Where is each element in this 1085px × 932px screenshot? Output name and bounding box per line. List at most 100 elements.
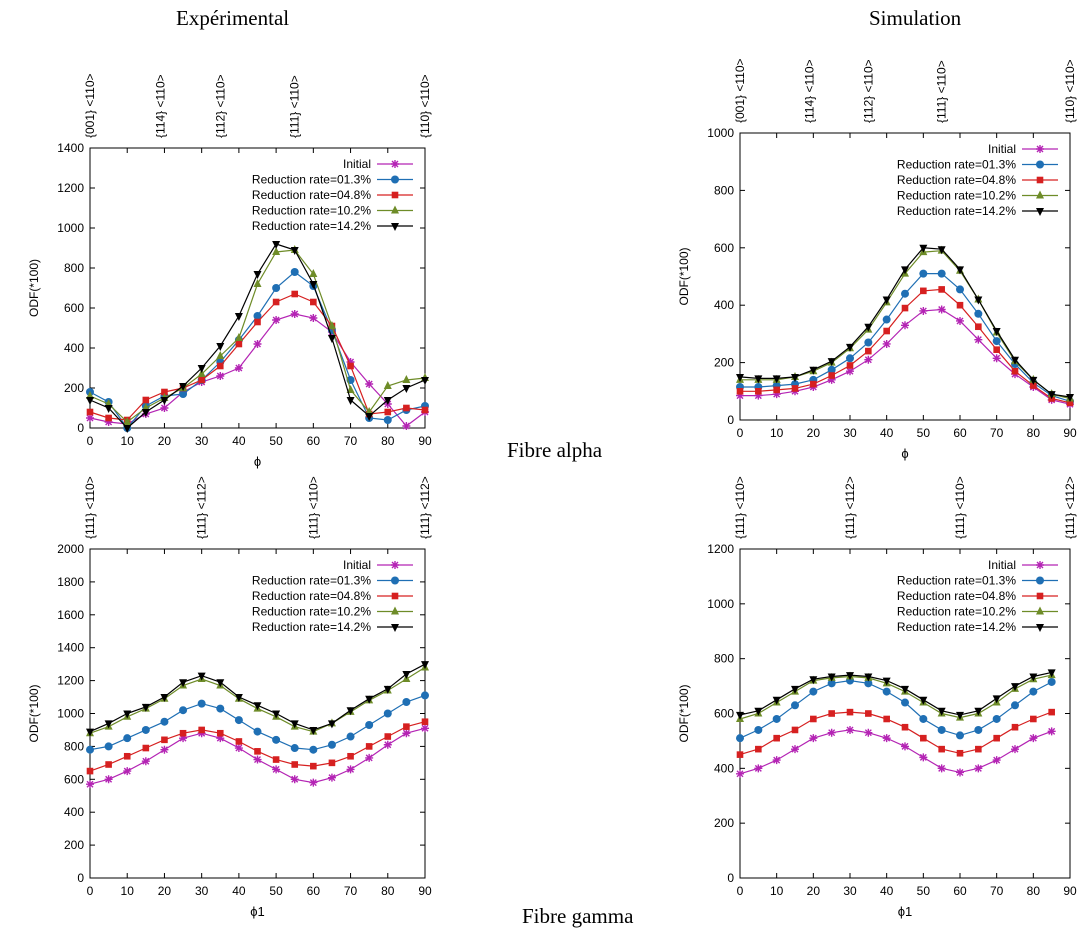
chart-alpha-simulation: 0 10 20 30 40 50 60 70 80 90 0 200 400 600 800 1000 ϕ ODF… [677, 58, 1077, 461]
data-point [993, 346, 1000, 353]
legend-label: Reduction rate=04.8% [252, 188, 371, 202]
series-0 [736, 725, 1056, 778]
data-point [402, 385, 411, 393]
data-point [290, 247, 299, 255]
data-point [253, 312, 262, 320]
series-line [739, 679, 1052, 739]
data-point [86, 780, 94, 789]
y-tick-label: 0 [77, 871, 84, 885]
x-tick-label: 10 [770, 426, 784, 440]
series-4 [736, 669, 1056, 720]
data-point [234, 716, 243, 725]
data-point [956, 731, 964, 740]
data-point [754, 391, 763, 400]
data-point [421, 718, 429, 726]
orientation-label: {111} <112> [418, 476, 432, 539]
data-point [736, 734, 744, 743]
legend-label: Reduction rate=10.2% [252, 605, 371, 619]
legend-label: Reduction rate=01.3% [252, 574, 371, 588]
data-point [402, 697, 411, 706]
y-tick-label: 600 [714, 707, 734, 721]
y-tick-label: 400 [64, 341, 84, 355]
x-tick-label: 90 [418, 434, 432, 448]
series-2 [736, 708, 1055, 758]
legend-marker [391, 606, 399, 615]
data-point [846, 354, 854, 363]
legend-label: Reduction rate=14.2% [897, 204, 1016, 218]
data-point [1029, 673, 1038, 682]
legend-label: Reduction rate=04.8% [897, 173, 1016, 187]
data-point [365, 413, 374, 421]
data-point [901, 742, 909, 751]
series-1 [736, 676, 1056, 743]
data-point [956, 285, 964, 294]
x-tick-label: 0 [737, 426, 744, 440]
x-tick-label: 80 [1027, 426, 1041, 440]
data-point [919, 714, 928, 723]
y-tick-label: 0 [727, 413, 734, 427]
data-point [253, 279, 262, 287]
data-point [309, 778, 318, 787]
data-point [179, 729, 187, 737]
x-tick-label: 20 [807, 426, 821, 440]
data-point [956, 749, 964, 757]
legend-marker [391, 561, 399, 569]
data-point [901, 723, 909, 731]
data-point [86, 414, 94, 422]
y-tick-label: 1000 [707, 597, 734, 611]
data-point [327, 321, 336, 329]
series-0 [86, 724, 429, 789]
data-point [956, 301, 964, 309]
x-tick-label: 20 [807, 884, 821, 898]
data-point [992, 756, 1001, 765]
x-tick-label: 70 [344, 434, 358, 448]
x-axis-label: ϕ1 [898, 904, 913, 919]
data-point [828, 372, 835, 379]
data-point [901, 266, 909, 275]
data-point [809, 366, 818, 375]
legend-label: Reduction rate=01.3% [897, 158, 1016, 172]
data-point [736, 388, 744, 395]
y-tick-label: 1000 [57, 707, 84, 721]
legend-label: Reduction rate=10.2% [897, 189, 1016, 203]
y-axis-label: ODF(*100) [677, 247, 691, 305]
data-point [864, 679, 873, 688]
data-point [882, 677, 891, 686]
data-point [827, 728, 836, 737]
y-tick-label: 1200 [57, 674, 84, 688]
data-point [1029, 687, 1038, 696]
y-tick-label: 1200 [707, 542, 734, 556]
data-point [1011, 745, 1019, 754]
data-point [384, 408, 392, 416]
data-point [827, 375, 836, 384]
data-point [104, 418, 113, 426]
data-point [421, 661, 429, 670]
y-tick-label: 200 [714, 816, 734, 830]
x-tick-label: 20 [158, 884, 172, 898]
x-tick-label: 40 [880, 884, 894, 898]
chart-alpha-experimental: 0 10 20 30 40 50 60 70 80 90 0 200 400 600 800 1000 1200… [27, 73, 432, 469]
legend-label: Reduction rate=04.8% [252, 589, 371, 603]
data-point [882, 315, 891, 324]
data-point [160, 404, 169, 412]
data-point [346, 358, 355, 366]
x-tick-label: 20 [158, 434, 172, 448]
data-point [846, 343, 854, 352]
data-point [384, 733, 392, 740]
data-point [198, 376, 205, 384]
y-axis-label: ODF(*100) [27, 684, 41, 742]
data-point [864, 355, 873, 364]
y-tick-label: 400 [64, 805, 84, 819]
data-point [882, 339, 891, 348]
data-point [346, 385, 355, 393]
x-tick-label: 60 [953, 426, 967, 440]
series-2 [86, 718, 429, 775]
legend-label: Reduction rate=14.2% [897, 620, 1016, 634]
data-point [272, 756, 280, 763]
legend-marker [1036, 160, 1044, 169]
y-tick-label: 400 [714, 298, 734, 312]
data-point [937, 246, 946, 255]
legend-label: Reduction rate=10.2% [897, 605, 1016, 619]
data-point [846, 672, 854, 681]
